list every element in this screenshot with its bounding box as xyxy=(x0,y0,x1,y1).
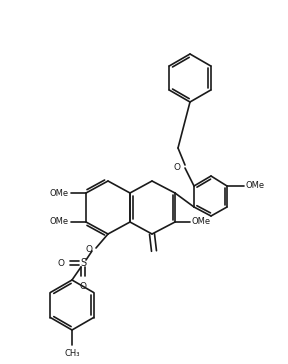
Text: O: O xyxy=(174,163,181,173)
Text: O: O xyxy=(79,282,86,291)
Text: OMe: OMe xyxy=(192,218,211,226)
Text: O: O xyxy=(57,258,64,268)
Text: O: O xyxy=(86,245,93,253)
Text: OMe: OMe xyxy=(50,218,69,226)
Text: OMe: OMe xyxy=(50,189,69,198)
Text: CH₃: CH₃ xyxy=(64,349,80,358)
Text: OMe: OMe xyxy=(246,182,265,190)
Text: S: S xyxy=(80,258,86,268)
